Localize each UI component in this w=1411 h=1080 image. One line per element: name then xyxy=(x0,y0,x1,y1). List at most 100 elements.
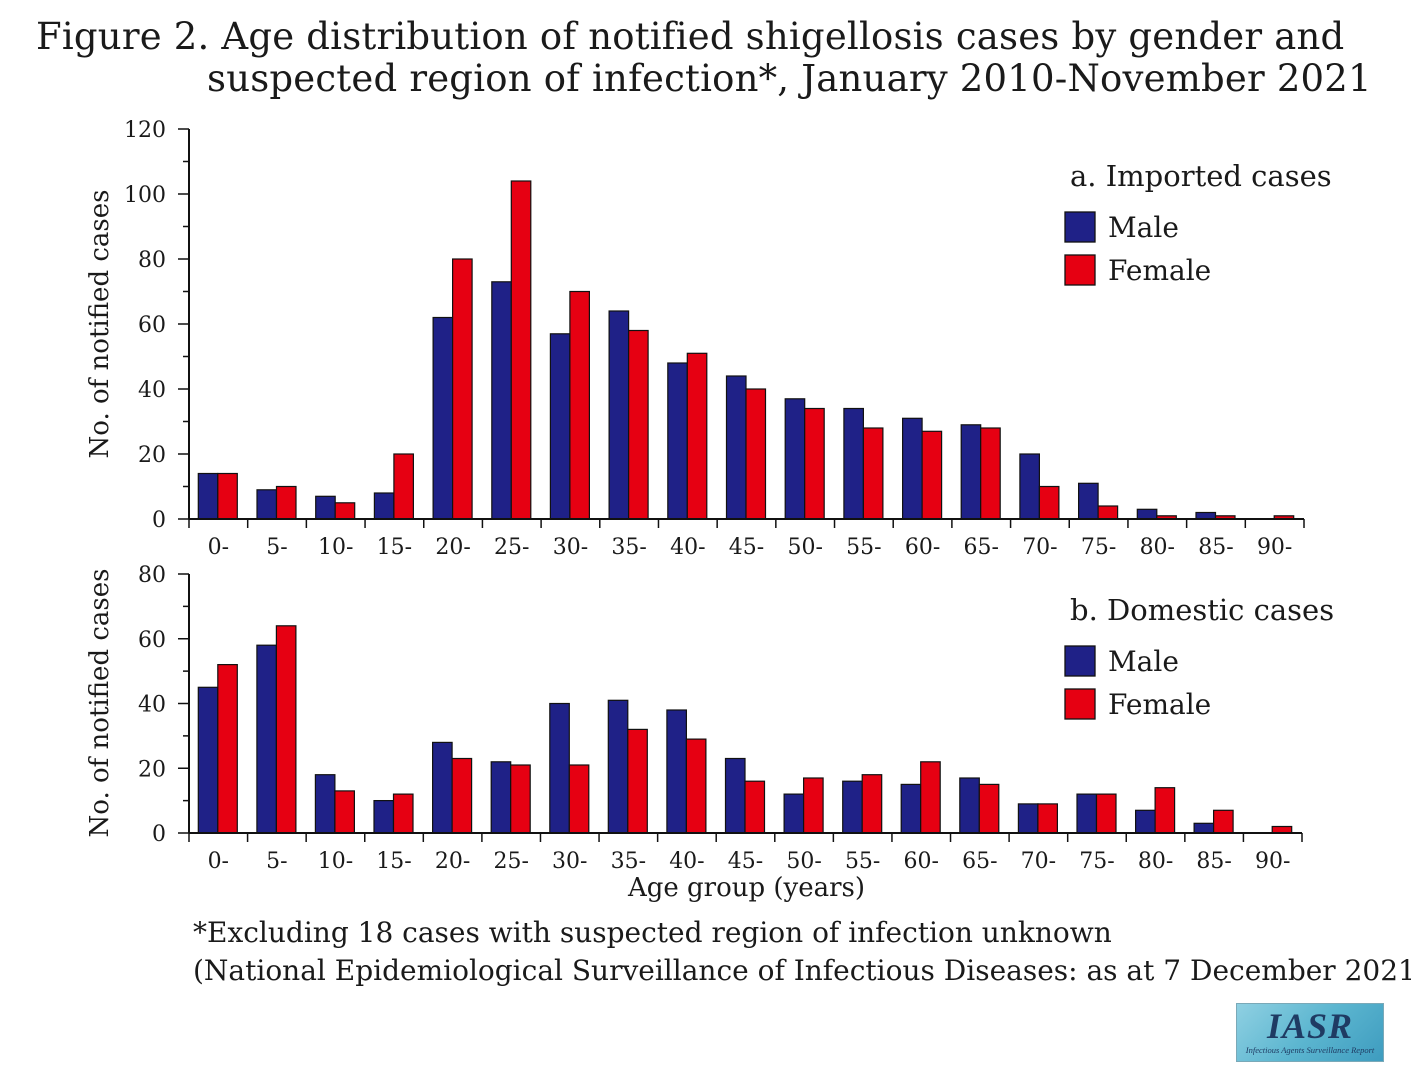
bar-female-10 xyxy=(334,502,356,520)
bar-female-70 xyxy=(1038,485,1060,520)
bar-female-35 xyxy=(627,329,649,520)
y-tick-label: 0 xyxy=(152,822,166,847)
bar-female-0 xyxy=(217,472,238,520)
legend-swatch-female xyxy=(1064,688,1096,720)
x-tick-label: 0- xyxy=(208,849,229,874)
legend-swatch-male xyxy=(1064,211,1096,243)
x-tick-label: 45- xyxy=(728,849,763,874)
bar-female-5 xyxy=(275,485,297,520)
x-tick-label: 0- xyxy=(208,535,229,560)
bar-male-25 xyxy=(490,761,512,834)
bar-female-20 xyxy=(451,757,473,834)
bar-female-45 xyxy=(744,780,766,834)
footnote-source: (National Epidemiological Surveillance o… xyxy=(193,954,1411,987)
x-tick-label: 20- xyxy=(435,535,470,560)
x-axis-label: Age group (years) xyxy=(627,873,865,903)
y-tick-label: 20 xyxy=(138,757,166,782)
bar-female-55 xyxy=(862,427,884,520)
bar-female-60 xyxy=(921,430,943,520)
footnote-exclusion: *Excluding 18 cases with suspected regio… xyxy=(193,916,1112,949)
legend-label-female: Female xyxy=(1108,688,1211,721)
x-tick-label: 25- xyxy=(494,535,529,560)
figure-title-line-1: Figure 2. Age distribution of notified s… xyxy=(36,15,1345,58)
bar-male-50 xyxy=(784,398,806,520)
bar-female-40 xyxy=(686,352,708,520)
bar-female-35 xyxy=(627,728,648,834)
bar-male-35 xyxy=(608,310,630,520)
bar-male-55 xyxy=(842,780,863,834)
y-tick-label: 20 xyxy=(138,443,166,468)
y-axis-label: No. of notified cases xyxy=(85,190,115,459)
bar-female-50 xyxy=(804,407,825,520)
x-tick-label: 20- xyxy=(435,849,470,874)
bar-male-65 xyxy=(959,777,980,834)
y-tick-label: 100 xyxy=(124,183,166,208)
bar-male-15 xyxy=(373,492,395,520)
y-tick-label: 120 xyxy=(124,118,166,143)
x-tick-label: 55- xyxy=(845,849,880,874)
y-tick-label: 40 xyxy=(138,378,166,403)
legend-label-male: Male xyxy=(1108,211,1179,244)
x-tick-label: 60- xyxy=(904,849,939,874)
bar-female-75 xyxy=(1097,505,1119,520)
bar-male-20 xyxy=(432,316,454,520)
x-tick-label: 90- xyxy=(1255,849,1290,874)
bar-male-15 xyxy=(373,799,395,834)
bar-female-15 xyxy=(393,453,414,520)
x-tick-label: 80- xyxy=(1140,535,1175,560)
bar-male-5 xyxy=(256,489,278,520)
bar-male-60 xyxy=(900,783,922,834)
bar-female-65 xyxy=(978,783,1000,834)
bar-male-80 xyxy=(1134,809,1156,834)
x-tick-label: 35- xyxy=(611,535,646,560)
x-tick-label: 90- xyxy=(1257,535,1292,560)
y-tick-label: 80 xyxy=(138,563,166,588)
legend-label-male: Male xyxy=(1108,645,1179,678)
chart-domestic: 0 20 40 60 80 0- 5- 10- 15- 20- 25- 30- 35- 40- 45- 50-… xyxy=(85,563,1334,903)
bar-male-30 xyxy=(549,333,571,520)
x-tick-label: 70- xyxy=(1022,535,1057,560)
x-tick-label: 50- xyxy=(787,535,822,560)
bar-male-70 xyxy=(1017,803,1039,834)
bar-female-65 xyxy=(980,427,1001,520)
x-tick-label: 85- xyxy=(1198,535,1233,560)
x-tick-label: 75- xyxy=(1079,849,1114,874)
y-tick-label: 60 xyxy=(138,628,166,653)
bar-male-75 xyxy=(1077,482,1099,520)
iasr-logo: IASR Infectious Agents Surveillance Repo… xyxy=(1236,1003,1384,1062)
bar-female-85 xyxy=(1212,809,1234,834)
x-tick-label: 60- xyxy=(905,535,940,560)
bar-male-45 xyxy=(725,375,747,520)
x-tick-label: 25- xyxy=(493,849,528,874)
bar-female-70 xyxy=(1037,803,1059,834)
bar-female-30 xyxy=(568,764,590,834)
x-tick-label: 80- xyxy=(1138,849,1173,874)
bar-male-70 xyxy=(1019,453,1041,520)
bar-female-0 xyxy=(217,663,238,834)
panel-title: a. Imported cases xyxy=(1070,159,1332,193)
bar-female-60 xyxy=(920,761,941,834)
bar-male-10 xyxy=(314,774,336,834)
x-tick-label: 5- xyxy=(266,849,287,874)
y-tick-label: 60 xyxy=(138,313,166,338)
bar-female-5 xyxy=(275,625,297,834)
bar-male-0 xyxy=(197,472,219,520)
bar-male-20 xyxy=(432,741,453,834)
bar-male-35 xyxy=(607,699,629,834)
bar-female-55 xyxy=(861,774,883,834)
bar-female-10 xyxy=(334,790,355,834)
x-tick-label: 45- xyxy=(729,535,764,560)
x-tick-label: 55- xyxy=(846,535,881,560)
bar-female-25 xyxy=(510,180,532,520)
chart-imported: 0 20 40 60 80 100 120 0- 5- 10- 15- 20- 25- 30- 35- 40-… xyxy=(85,118,1332,560)
x-tick-label: 65- xyxy=(962,849,997,874)
bar-female-40 xyxy=(685,738,707,834)
legend-swatch-female xyxy=(1064,254,1096,286)
legend-label-female: Female xyxy=(1108,254,1211,287)
bar-male-45 xyxy=(724,757,746,834)
bar-female-30 xyxy=(569,290,591,520)
bar-male-5 xyxy=(256,644,277,834)
bar-male-75 xyxy=(1076,793,1098,834)
x-tick-label: 70- xyxy=(1021,849,1056,874)
